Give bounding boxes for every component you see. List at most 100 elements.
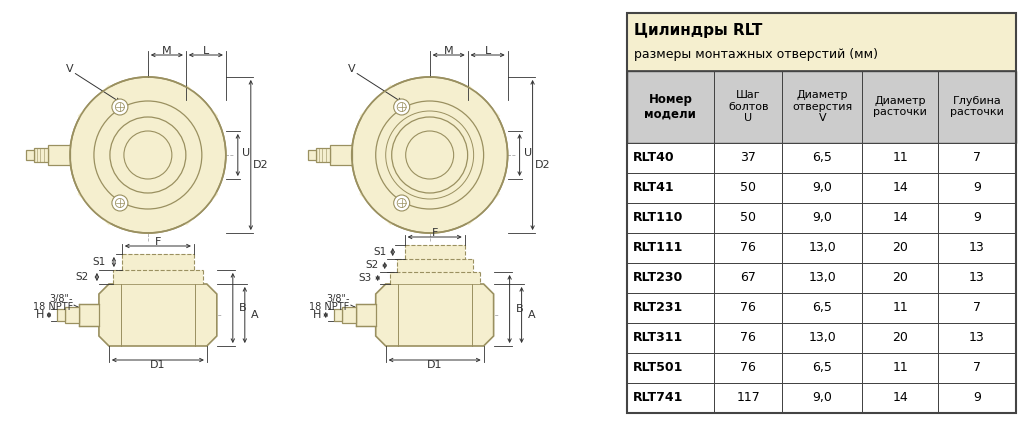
Text: 76: 76 [740, 301, 756, 314]
Circle shape [124, 131, 172, 179]
Bar [938, 323, 1016, 352]
Text: 13,0: 13,0 [808, 331, 837, 344]
Text: S2: S2 [76, 272, 89, 282]
Bar [390, 272, 479, 284]
Text: A: A [251, 310, 258, 320]
Bar [627, 71, 714, 142]
Text: 9: 9 [973, 181, 981, 194]
Text: 13,0: 13,0 [808, 271, 837, 284]
Text: 9,0: 9,0 [812, 181, 833, 194]
Bar [627, 173, 1016, 202]
Text: V: V [348, 64, 355, 74]
Bar [938, 71, 1016, 142]
Text: H: H [36, 310, 44, 320]
Text: 50: 50 [740, 181, 757, 194]
Text: D2: D2 [253, 160, 268, 170]
Text: 7: 7 [973, 151, 981, 164]
Text: F: F [431, 228, 438, 238]
Text: D1: D1 [427, 360, 442, 370]
Bar [627, 263, 1016, 292]
Bar [48, 145, 70, 165]
Polygon shape [99, 284, 217, 346]
Text: 20: 20 [892, 271, 908, 284]
Text: H: H [312, 310, 321, 320]
Text: RLT111: RLT111 [633, 241, 683, 254]
Text: 37: 37 [740, 151, 756, 164]
Text: 7: 7 [973, 361, 981, 374]
Text: 76: 76 [740, 241, 756, 254]
Text: 67: 67 [740, 271, 756, 284]
Bar [782, 173, 862, 202]
Text: 13: 13 [969, 331, 985, 344]
Bar [627, 292, 714, 323]
Text: Диаметр
расточки: Диаметр расточки [873, 96, 927, 117]
Bar [782, 142, 862, 173]
Text: 76: 76 [740, 361, 756, 374]
Bar [342, 307, 355, 323]
Circle shape [406, 131, 454, 179]
Bar [938, 263, 1016, 292]
Bar [862, 71, 938, 142]
Circle shape [112, 195, 128, 211]
Bar [938, 202, 1016, 232]
Bar [627, 352, 714, 382]
Bar [862, 173, 938, 202]
Bar [330, 145, 351, 165]
Text: размеры монтажных отверстий (мм): размеры монтажных отверстий (мм) [634, 48, 878, 61]
Bar [627, 142, 714, 173]
Bar [782, 232, 862, 263]
Text: RLT501: RLT501 [633, 361, 683, 374]
Text: 14: 14 [892, 211, 908, 224]
Bar [627, 202, 1016, 232]
Bar [65, 307, 79, 323]
Text: 9: 9 [973, 391, 981, 404]
Bar [714, 232, 782, 263]
Text: 6,5: 6,5 [812, 151, 833, 164]
Bar [862, 232, 938, 263]
Bar [782, 352, 862, 382]
Bar [782, 323, 862, 352]
Text: F: F [155, 237, 161, 247]
Text: S1: S1 [374, 247, 387, 257]
Text: 9: 9 [973, 211, 981, 224]
Bar [627, 232, 1016, 263]
Bar [862, 352, 938, 382]
Text: 13: 13 [969, 271, 985, 284]
Text: 13,0: 13,0 [808, 241, 837, 254]
Text: RLT741: RLT741 [633, 391, 683, 404]
Bar [627, 232, 714, 263]
Bar [714, 292, 782, 323]
Polygon shape [70, 77, 226, 233]
Text: RLT230: RLT230 [633, 271, 683, 284]
Bar [938, 382, 1016, 413]
Circle shape [393, 99, 410, 115]
Bar [627, 352, 1016, 382]
Bar [627, 382, 714, 413]
Bar [862, 323, 938, 352]
Text: 18 NPTF: 18 NPTF [33, 302, 73, 312]
Text: A: A [527, 310, 536, 320]
Circle shape [393, 195, 410, 211]
Bar [627, 12, 1016, 71]
Text: 20: 20 [892, 331, 908, 344]
Text: Глубина
расточки: Глубина расточки [950, 96, 1004, 117]
Text: RLT40: RLT40 [633, 151, 674, 164]
Text: M: M [443, 46, 454, 56]
Text: S2: S2 [366, 261, 379, 270]
Bar [355, 304, 376, 326]
Bar [627, 202, 714, 232]
Bar [627, 71, 1016, 142]
Text: Номер
модели: Номер модели [644, 93, 696, 121]
Text: Цилиндры RLT: Цилиндры RLT [634, 23, 762, 38]
Text: 18 NPTF: 18 NPTF [309, 302, 350, 312]
Bar [714, 382, 782, 413]
Text: S1: S1 [92, 257, 105, 267]
Bar [714, 202, 782, 232]
Bar [938, 352, 1016, 382]
Bar [862, 263, 938, 292]
Circle shape [112, 99, 128, 115]
Bar [862, 382, 938, 413]
Text: 14: 14 [892, 181, 908, 194]
Text: 14: 14 [892, 391, 908, 404]
Text: 50: 50 [740, 211, 757, 224]
